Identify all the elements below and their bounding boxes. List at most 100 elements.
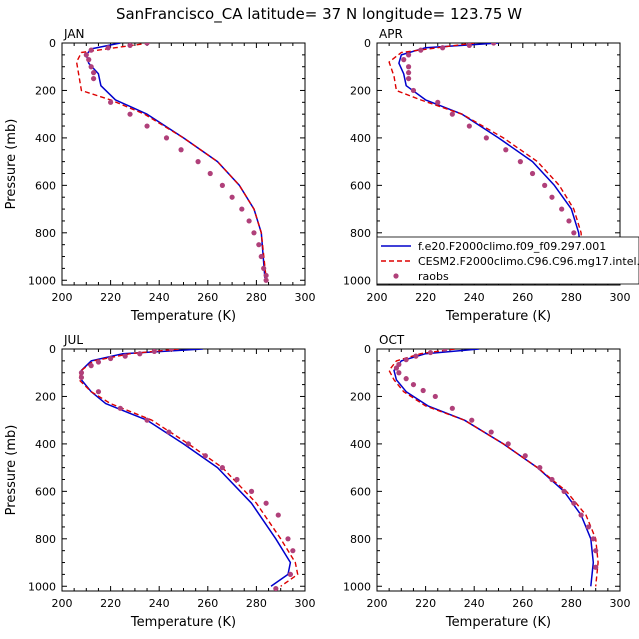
figure-title: SanFrancisco_CA latitude= 37 N longitude…	[116, 5, 522, 24]
raobs-point	[108, 355, 114, 362]
legend: f.e20.F2000climo.f09_f09.297.001 CESM2.F2…	[376, 236, 639, 285]
y-tick-label: 200	[350, 84, 371, 97]
raobs-point	[559, 206, 565, 212]
raobs-point	[427, 349, 434, 356]
raobs-point	[578, 512, 584, 518]
x-axis-label: Temperature (K)	[445, 615, 551, 630]
raobs-point	[88, 64, 94, 70]
raobs-point	[168, 349, 174, 352]
raobs-point	[483, 135, 489, 141]
series-line-f-e20	[85, 43, 266, 278]
raobs-point	[127, 111, 133, 117]
legend-label: raobs	[418, 270, 449, 283]
raobs-point	[185, 441, 191, 447]
y-tick-label: 1000	[28, 580, 56, 593]
x-tick-label: 200	[52, 597, 73, 610]
raobs-point	[549, 194, 555, 200]
raobs-point	[593, 548, 599, 554]
panel-jan: JAN 200 220 240 260 280 300 0 200 400 600 800 1000 Te…	[4, 27, 316, 324]
x-tick-label: 300	[610, 597, 631, 610]
raobs-point	[585, 524, 592, 530]
raobs-point	[561, 488, 567, 494]
y-tick-label: 0	[364, 37, 371, 50]
y-axis-label: Pressure (mb)	[4, 119, 19, 210]
raobs-point	[219, 465, 225, 471]
panel-label: JUL	[63, 333, 83, 347]
series-line-cesm2	[388, 349, 599, 587]
x-tick-label: 300	[295, 597, 316, 610]
raobs-point	[251, 230, 257, 236]
raobs-point	[256, 242, 262, 248]
raobs-point	[590, 536, 596, 542]
y-tick-label: 1000	[343, 274, 371, 287]
raobs-point	[432, 393, 438, 400]
y-tick-label: 200	[35, 84, 56, 97]
raobs-point	[166, 429, 172, 435]
x-tick-label: 260	[512, 597, 533, 610]
series-line-cesm2	[78, 349, 299, 587]
raobs-point	[263, 272, 269, 279]
legend-marker-raobs	[393, 273, 399, 279]
raobs-point	[207, 170, 213, 177]
series-line-cesm2	[388, 43, 585, 278]
raobs-point	[108, 99, 114, 105]
raobs-point	[178, 147, 184, 153]
raobs-point	[151, 349, 157, 354]
series-line-cesm2	[75, 43, 267, 278]
raobs-point	[117, 405, 123, 411]
legend-label: CESM2.F2000climo.C96.C96.mg17.intel.4	[418, 255, 639, 268]
x-tick-label: 260	[197, 597, 218, 610]
raobs-point	[105, 45, 111, 51]
raobs-point	[137, 351, 143, 357]
panel-jul: JUL 200 220 240 260 280 300 0 200 400 600 800 1000 Te…	[4, 333, 316, 630]
series-line-f-e20	[393, 349, 595, 587]
plot-frame	[61, 348, 306, 592]
x-tick-label: 240	[464, 291, 485, 304]
raobs-point	[88, 47, 94, 53]
raobs-point	[469, 417, 475, 423]
raobs-point	[549, 476, 555, 483]
raobs-point	[413, 353, 419, 359]
raobs-point	[403, 376, 409, 382]
x-tick-label: 220	[100, 597, 121, 610]
legend-box	[376, 236, 639, 285]
raobs-point	[246, 218, 252, 224]
x-axis-label: Temperature (K)	[445, 309, 551, 324]
raobs-point	[163, 135, 170, 141]
raobs-point	[127, 43, 133, 48]
x-tick-label: 300	[295, 291, 316, 304]
series-line-f-e20	[80, 349, 292, 587]
y-tick-label: 200	[35, 390, 56, 403]
y-tick-label: 0	[49, 37, 56, 50]
x-tick-label: 280	[246, 597, 267, 610]
raobs-point	[83, 52, 89, 58]
panel-oct: OCT 200 220 240 260 280 300 0 200 400 600 800 1000 Te…	[343, 333, 631, 630]
raobs-point	[410, 381, 417, 388]
raobs-point	[401, 57, 407, 63]
raobs-point	[440, 45, 446, 51]
x-tick-label: 260	[197, 291, 218, 304]
raobs-point	[517, 159, 523, 165]
x-tick-label: 200	[367, 291, 388, 304]
x-tick-label: 240	[464, 597, 485, 610]
raobs-point	[405, 75, 412, 82]
raobs-point	[263, 500, 269, 506]
series-line-f-e20	[398, 43, 585, 278]
y-axis-label: Pressure (mb)	[4, 425, 19, 516]
raobs-point	[239, 206, 245, 212]
raobs-point	[571, 230, 577, 236]
y-tick-label: 600	[35, 485, 56, 498]
raobs-point	[144, 43, 150, 46]
raobs-point	[78, 370, 85, 376]
raobs-point	[571, 500, 577, 506]
raobs-point	[405, 52, 412, 58]
raobs-point	[78, 374, 85, 381]
raobs-point	[593, 564, 599, 570]
raobs-point	[435, 99, 441, 105]
raobs-point	[466, 43, 472, 48]
y-tick-label: 600	[35, 179, 56, 192]
raobs-point	[393, 365, 400, 371]
x-axis-label: Temperature (K)	[130, 615, 236, 630]
raobs-point	[449, 405, 455, 411]
raobs-point	[290, 548, 296, 554]
